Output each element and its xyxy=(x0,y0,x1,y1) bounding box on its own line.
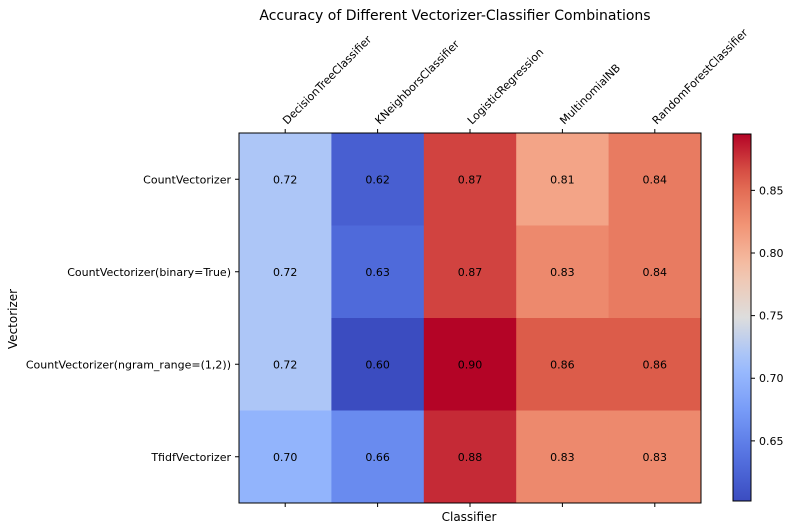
x-axis-label: Classifier xyxy=(442,510,497,524)
cell-value-label: 0.72 xyxy=(273,173,298,186)
cell-value-label: 0.66 xyxy=(365,451,390,464)
cell-value-label: 0.70 xyxy=(273,451,298,464)
heatmap-cell xyxy=(516,133,610,226)
colorbar-tick-label: 0.75 xyxy=(759,310,784,323)
heatmap-cell xyxy=(516,318,610,411)
cell-value-label: 0.83 xyxy=(550,266,575,279)
heatmap-cell xyxy=(331,133,425,226)
colorbar-gradient xyxy=(732,133,752,502)
cell-value-label: 0.81 xyxy=(550,173,575,186)
cell-value-label: 0.84 xyxy=(643,173,668,186)
heatmap-cell xyxy=(608,225,702,319)
cell-value-label: 0.62 xyxy=(365,173,390,186)
x-tick-label: LogisticRegression xyxy=(465,46,546,127)
cell-value-label: 0.72 xyxy=(273,358,298,371)
heatmap-cell xyxy=(239,318,332,411)
y-tick-label: CountVectorizer xyxy=(143,173,231,186)
heatmap-cell xyxy=(239,225,332,319)
heatmap-cell xyxy=(239,133,332,226)
heatmap-cell xyxy=(516,410,610,504)
cell-value-label: 0.88 xyxy=(458,451,483,464)
x-tick-label: DecisionTreeClassifier xyxy=(280,33,374,127)
plot-area: 0.72 0.62 0.87 0.81 0.84 0.72 0.63 0.87 0.83 0.84… xyxy=(26,26,751,507)
cell-value-label: 0.83 xyxy=(550,451,575,464)
y-tick-label: CountVectorizer(binary=True) xyxy=(67,266,231,279)
cell-value-label: 0.63 xyxy=(365,266,390,279)
y-tick-label: CountVectorizer(ngram_range=(1,2)) xyxy=(26,358,231,371)
colorbar-tick-label: 0.85 xyxy=(759,184,784,197)
heatmap-cell xyxy=(608,318,702,411)
y-axis-label: Vectorizer xyxy=(6,289,20,349)
colorbar-tick-label: 0.65 xyxy=(759,435,784,448)
heatmap-cell xyxy=(608,410,702,504)
y-tick-label: TfidfVectorizer xyxy=(150,451,231,464)
cell-value-label: 0.86 xyxy=(643,358,668,371)
heatmap-cell xyxy=(331,410,425,504)
chart-title: Accuracy of Different Vectorizer-Classif… xyxy=(259,8,650,24)
cell-value-label: 0.90 xyxy=(458,358,483,371)
colorbar: 0.65 0.70 0.75 0.80 0.85 xyxy=(732,133,784,502)
cell-value-label: 0.86 xyxy=(550,358,575,371)
heatmap-cell xyxy=(423,410,517,504)
cell-value-label: 0.83 xyxy=(643,451,668,464)
colorbar-tick-label: 0.70 xyxy=(759,372,784,385)
heatmap-cell xyxy=(423,318,517,411)
cell-value-label: 0.60 xyxy=(365,358,390,371)
cell-value-label: 0.87 xyxy=(458,173,483,186)
heatmap-cell xyxy=(423,133,517,226)
colorbar-tick-label: 0.80 xyxy=(759,247,784,260)
cell-value-label: 0.72 xyxy=(273,266,298,279)
cell-value-label: 0.84 xyxy=(643,266,668,279)
heatmap-cell xyxy=(331,318,425,411)
x-tick-label: KNeighborsClassifier xyxy=(373,37,463,127)
cell-value-label: 0.87 xyxy=(458,266,483,279)
heatmap-cell xyxy=(239,410,332,504)
x-tick-label: RandomForestClassifier xyxy=(650,26,751,127)
x-tick-label: MultinomialNB xyxy=(557,61,623,127)
heatmap-cell xyxy=(331,225,425,319)
heatmap-cell xyxy=(608,133,702,226)
heatmap-cell xyxy=(516,225,610,319)
heatmap-cell xyxy=(423,225,517,319)
